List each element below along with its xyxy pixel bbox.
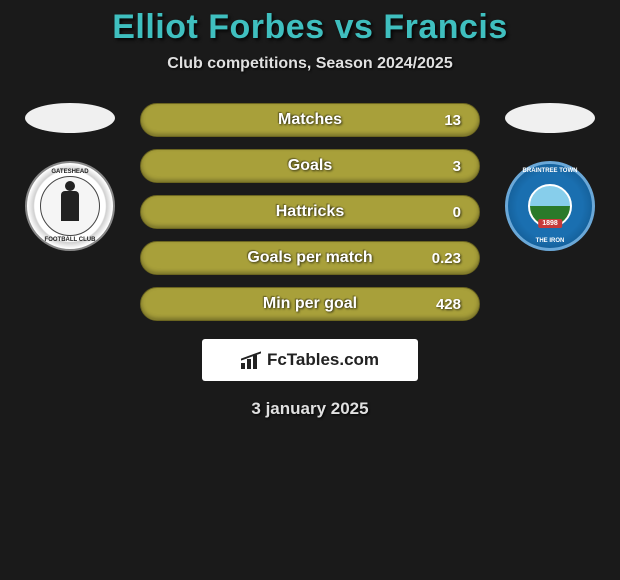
stat-label: Hattricks	[276, 203, 344, 221]
club-badge-left: GATESHEAD FOOTBALL CLUB	[25, 161, 115, 251]
page-title: Elliot Forbes vs Francis	[0, 8, 620, 47]
stat-label: Min per goal	[263, 295, 357, 313]
stat-value: 3	[453, 158, 461, 175]
badge-text-top: GATESHEAD	[51, 169, 88, 175]
chart-icon	[241, 351, 261, 369]
stat-bar-goals-per-match: Goals per match 0.23	[140, 241, 480, 275]
badge-inner-icon: 1898	[528, 184, 572, 228]
comparison-card: Elliot Forbes vs Francis Club competitio…	[0, 0, 620, 419]
subtitle: Club competitions, Season 2024/2025	[0, 55, 620, 73]
badge-text-bottom: FOOTBALL CLUB	[45, 237, 96, 243]
main-row: GATESHEAD FOOTBALL CLUB Matches 13 Goals…	[0, 103, 620, 321]
stat-bar-hattricks: Hattricks 0	[140, 195, 480, 229]
badge-year: 1898	[538, 219, 562, 228]
angel-figure-icon	[61, 191, 79, 221]
branding-text: FcTables.com	[267, 350, 379, 370]
stat-bar-matches: Matches 13	[140, 103, 480, 137]
stat-label: Goals	[288, 157, 332, 175]
badge-inner-icon	[40, 176, 100, 236]
stat-label: Goals per match	[247, 249, 372, 267]
stat-value: 0.23	[432, 250, 461, 267]
stat-label: Matches	[278, 111, 342, 129]
stat-value: 13	[444, 112, 461, 129]
right-player-col: BRAINTREE TOWN 1898 THE IRON	[500, 103, 600, 251]
badge-text-bottom: THE IRON	[536, 238, 565, 244]
branding-badge: FcTables.com	[202, 339, 418, 381]
club-badge-right: BRAINTREE TOWN 1898 THE IRON	[505, 161, 595, 251]
player-avatar-left	[25, 103, 115, 133]
badge-text-top: BRAINTREE TOWN	[523, 168, 578, 174]
stat-value: 428	[436, 296, 461, 313]
stat-bar-goals: Goals 3	[140, 149, 480, 183]
player-avatar-right	[505, 103, 595, 133]
left-player-col: GATESHEAD FOOTBALL CLUB	[20, 103, 120, 251]
stats-column: Matches 13 Goals 3 Hattricks 0 Goals per…	[140, 103, 480, 321]
stat-bar-min-per-goal: Min per goal 428	[140, 287, 480, 321]
date-text: 3 january 2025	[0, 399, 620, 419]
stat-value: 0	[453, 204, 461, 221]
